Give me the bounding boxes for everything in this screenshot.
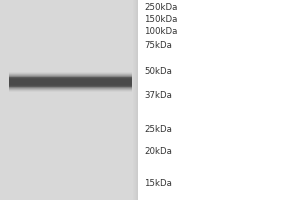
Text: 20kDa: 20kDa [144,148,172,156]
Bar [9,84,132,86]
Text: 100kDa: 100kDa [144,27,177,36]
Bar [9,81,132,83]
Bar [9,80,132,82]
Bar [9,83,132,85]
Bar [9,76,132,78]
Bar [134,0,135,200]
Text: 15kDa: 15kDa [144,178,172,188]
Bar [9,85,132,87]
Bar [9,89,132,91]
Bar [136,0,137,200]
Bar [9,80,132,82]
Text: 25kDa: 25kDa [144,126,172,134]
Bar [9,83,132,86]
Text: 250kDa: 250kDa [144,3,177,12]
Bar [9,84,132,87]
Bar [9,76,132,78]
Bar [9,77,132,79]
Bar [9,77,132,79]
Bar [9,87,132,89]
Bar [9,89,132,91]
Bar [9,77,132,80]
Bar [9,82,132,84]
Bar [9,75,132,77]
Bar [9,86,132,88]
Bar [9,74,132,76]
Bar [132,0,133,200]
Bar [9,88,132,90]
Bar [9,74,132,76]
Bar [0,0,138,200]
Bar [133,0,134,200]
Bar [9,81,132,83]
Text: 150kDa: 150kDa [144,16,177,24]
Bar [9,72,132,75]
Bar [9,83,132,85]
Bar [9,86,132,88]
Bar [9,78,132,81]
Bar [9,87,132,89]
Bar [9,88,132,90]
Text: 37kDa: 37kDa [144,92,172,100]
Bar [9,89,132,92]
Text: 50kDa: 50kDa [144,68,172,76]
Bar [9,73,132,75]
Bar [135,0,136,200]
Bar [9,78,132,80]
Bar [9,73,132,75]
Bar [137,0,138,200]
Bar [9,82,132,84]
Bar [9,75,132,77]
Bar [9,72,132,74]
Text: 75kDa: 75kDa [144,42,172,50]
Bar [9,85,132,87]
Bar [9,90,132,92]
Bar [9,79,132,81]
Bar [9,79,132,81]
